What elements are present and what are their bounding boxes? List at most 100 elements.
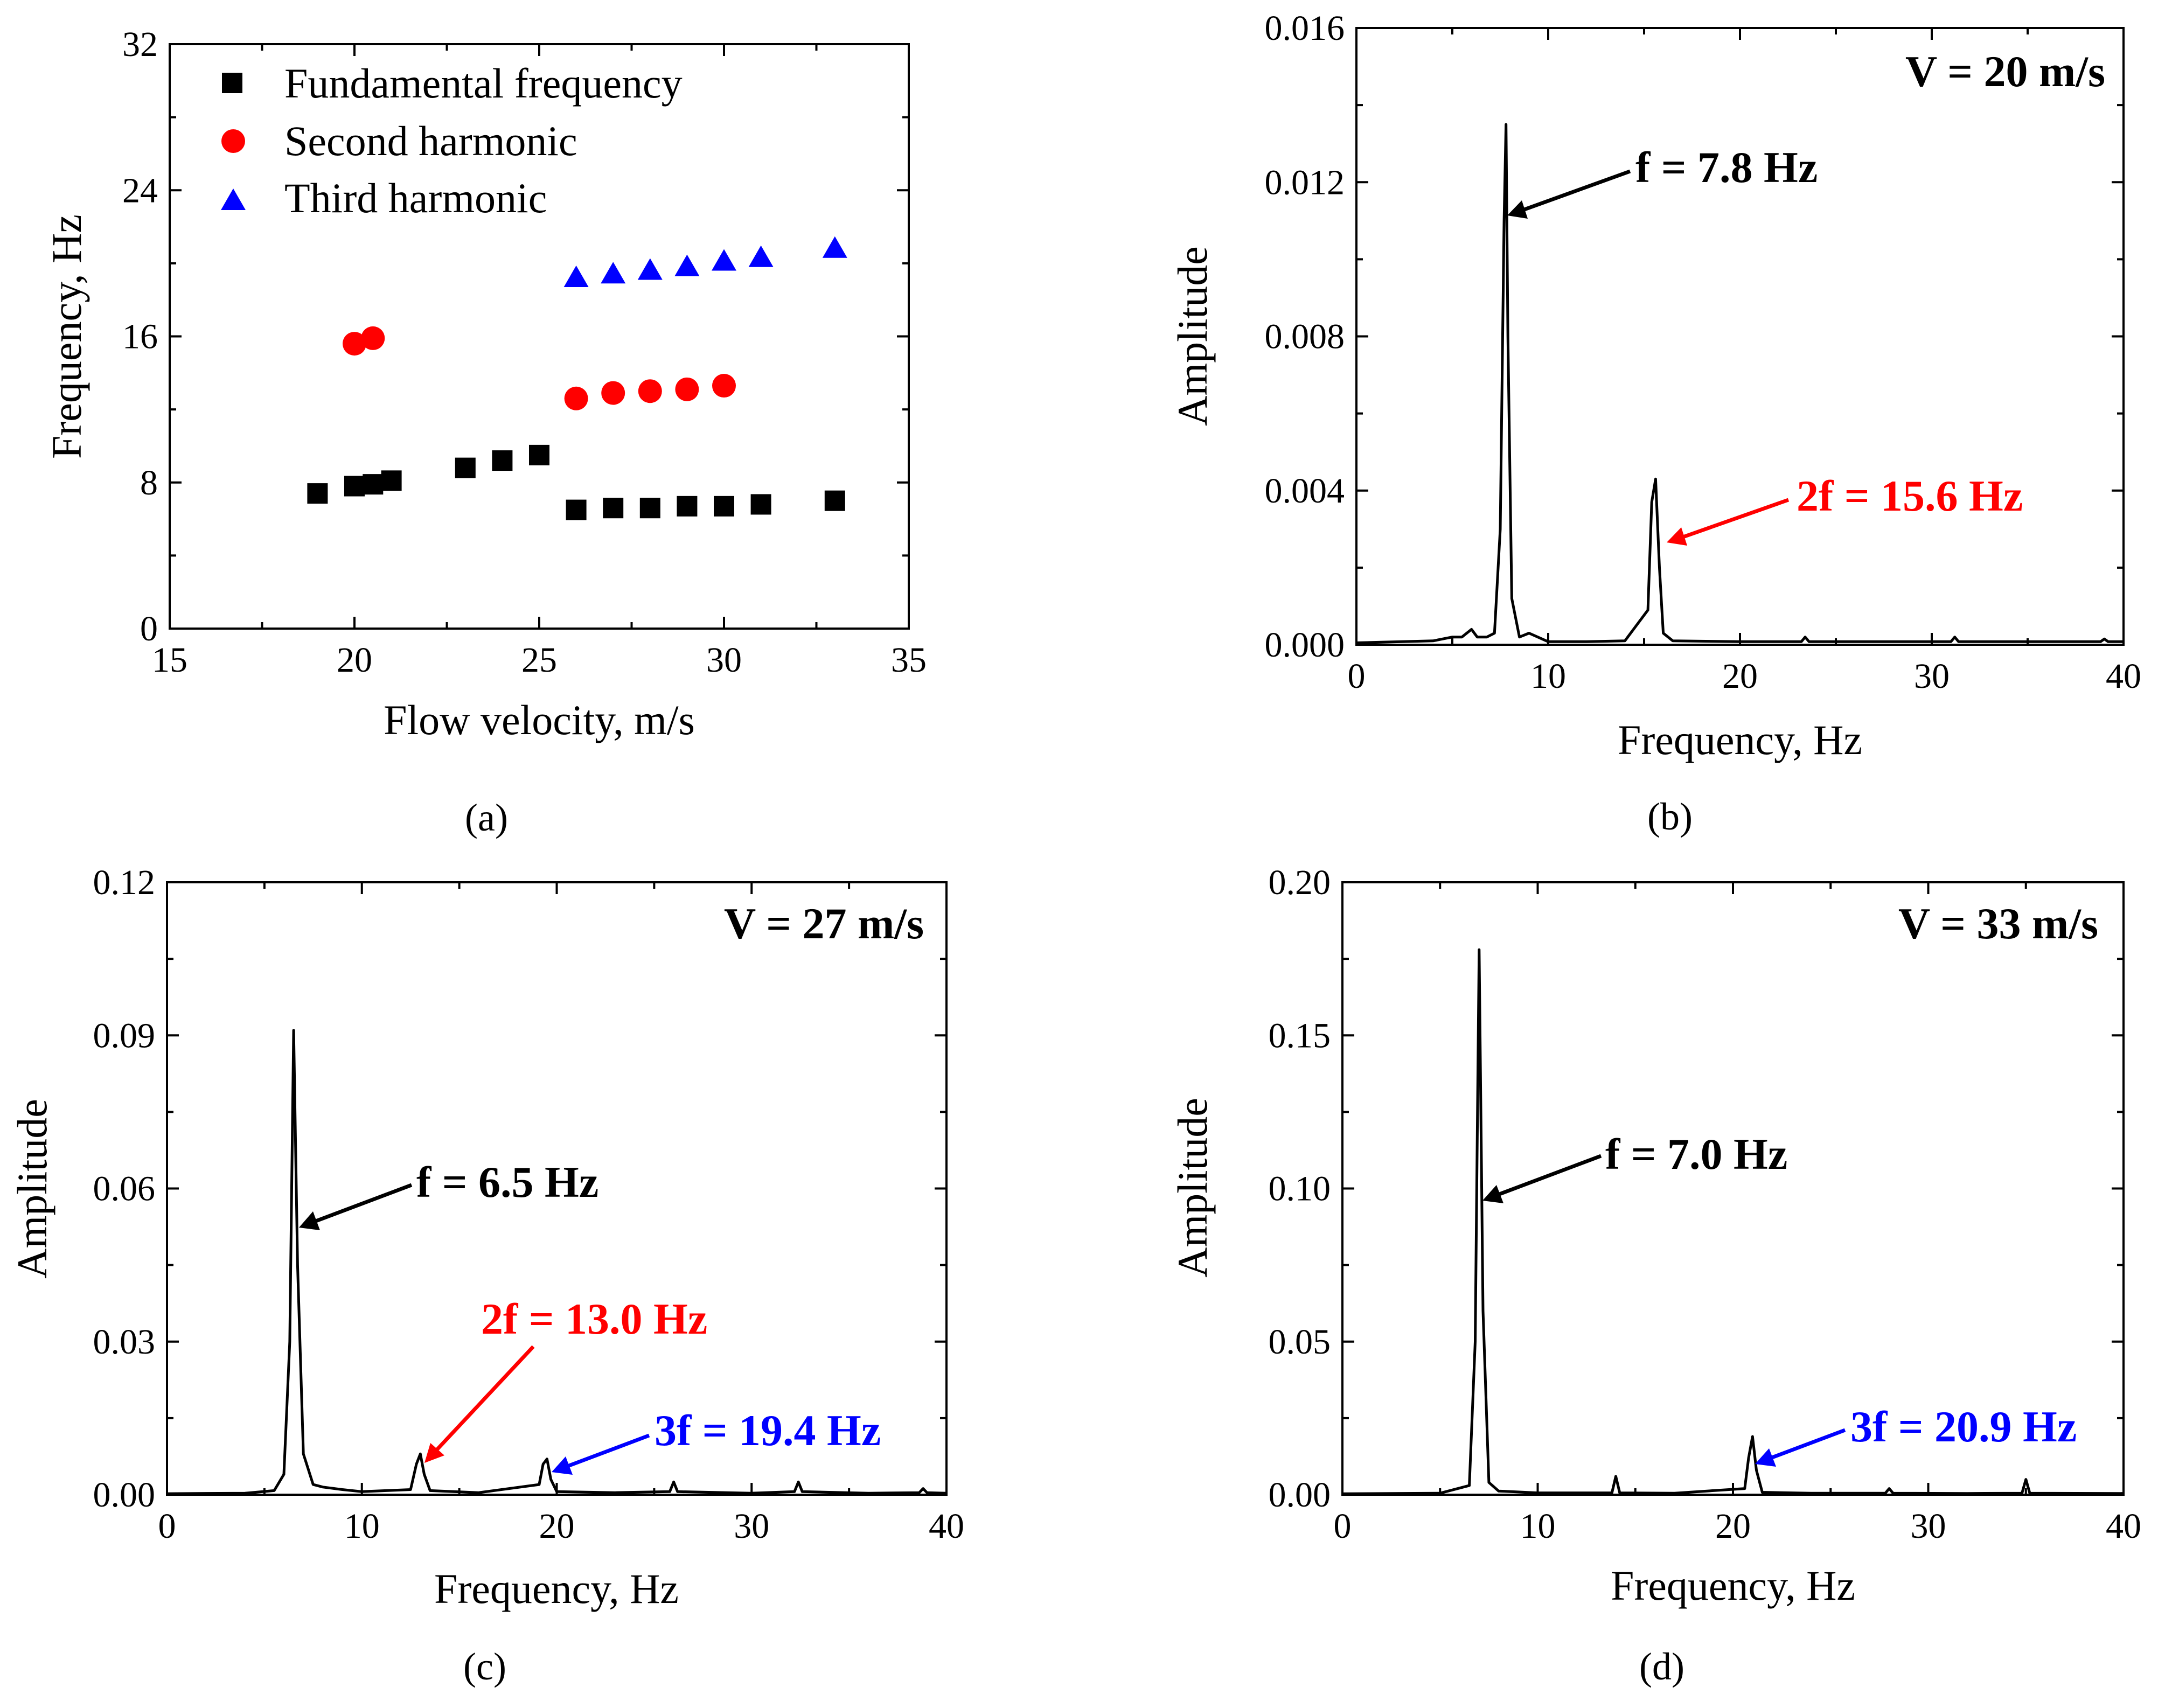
x-tick-label: 10 [1530, 657, 1566, 696]
y-tick-label: 0.09 [93, 1016, 156, 1055]
legend-marker-third [221, 189, 246, 210]
data-point-fundamental [566, 499, 587, 520]
caption-b: (b) [1647, 795, 1693, 838]
y-tick-label: 0.05 [1269, 1322, 1331, 1362]
panel-c: 0 10 20 30 40 0.00 0.03 0.06 0.09 0.12 V = 27 m/s… [9, 863, 964, 1688]
spectrum-line-d [1342, 948, 2124, 1495]
tick-layer-c: 0 10 20 30 40 0.00 0.03 0.06 0.09 0.12 [93, 863, 965, 1546]
data-point-third-harmonic [822, 236, 847, 258]
x-tick-label: 0 [1348, 657, 1366, 696]
annotation-arrow-c-third [561, 1433, 650, 1470]
x-tick-label: 30 [1911, 1507, 1946, 1546]
x-tick-label: 0 [158, 1507, 176, 1546]
x-axis-label-a: Flow velocity, m/s [384, 696, 695, 743]
y-tick-label: 0.00 [1269, 1475, 1331, 1515]
tick-layer-a: 15 20 25 30 35 0 8 16 24 32 [122, 25, 927, 680]
y-tick-label: 0.06 [93, 1169, 156, 1209]
x-tick-label: 0 [1334, 1507, 1352, 1546]
data-point-third-harmonic [637, 258, 663, 280]
data-point-second-harmonic [564, 386, 588, 410]
data-point-second-harmonic [675, 377, 699, 401]
legend: Fundamental frequency Second harmonic Th… [221, 60, 683, 221]
data-point-fundamental [492, 450, 513, 471]
data-point-second-harmonic [343, 332, 366, 356]
x-tick-label: 10 [344, 1507, 380, 1546]
y-tick-label: 8 [140, 463, 158, 503]
x-axis-label-b: Frequency, Hz [1618, 716, 1862, 763]
annotation-b-fundamental: f = 7.8 Hz [1635, 143, 1818, 192]
annotation-arrow-d-fundamental [1491, 1154, 1602, 1199]
panel-a: 15 20 25 30 35 0 8 16 24 32 Fundamental frequency… [43, 25, 927, 839]
annotation-arrow-b-second [1674, 498, 1790, 542]
y-tick-label: 24 [122, 171, 158, 210]
y-tick-label: 0 [140, 609, 158, 649]
data-layer-d [1342, 948, 2124, 1495]
annotation-arrow-d-third [1764, 1428, 1846, 1462]
x-tick-label: 20 [539, 1507, 575, 1546]
data-point-second-harmonic [638, 379, 662, 403]
data-point-fundamental [529, 444, 549, 465]
x-tick-label: 30 [734, 1507, 769, 1546]
y-tick-label: 0.15 [1269, 1016, 1331, 1055]
legend-marker-second [221, 129, 245, 153]
x-tick-label: 35 [891, 640, 927, 680]
x-tick-label: 20 [337, 640, 372, 680]
y-axis-label-a: Frequency, Hz [43, 214, 90, 459]
x-tick-label: 25 [521, 640, 557, 680]
data-point-fundamental [714, 496, 734, 517]
annotation-d-fundamental: f = 7.0 Hz [1605, 1130, 1787, 1179]
annotation-c-third: 3f = 19.4 Hz [655, 1406, 881, 1455]
annotation-arrowhead-d-fundamental [1482, 1185, 1503, 1203]
data-layer-c [166, 1029, 947, 1495]
data-point-third-harmonic [748, 245, 774, 267]
x-tick-label: 30 [706, 640, 742, 680]
caption-d: (d) [1639, 1645, 1684, 1688]
y-tick-label: 0.008 [1265, 317, 1345, 357]
data-point-fundamental [750, 494, 771, 515]
y-tick-label: 0.20 [1269, 863, 1331, 902]
y-axis-label-c: Amplitude [9, 1099, 55, 1279]
data-point-fundamental [824, 490, 845, 511]
data-layer-b [1356, 123, 2124, 644]
annotation-arrow-c-fundamental [308, 1183, 413, 1226]
x-tick-label: 40 [2106, 1507, 2141, 1546]
annotation-c-fundamental: f = 6.5 Hz [416, 1158, 598, 1207]
data-point-second-harmonic [361, 326, 385, 350]
annotation-arrow-c-second [431, 1345, 535, 1456]
legend-marker-fundamental [222, 73, 242, 93]
data-point-third-harmonic [601, 262, 626, 284]
x-tick-label: 20 [1722, 657, 1758, 696]
data-point-fundamental [639, 498, 660, 519]
y-tick-label: 0.03 [93, 1322, 156, 1362]
annotation-arrowhead-d-third [1755, 1448, 1776, 1467]
data-point-fundamental [677, 496, 698, 517]
data-point-third-harmonic [674, 254, 700, 276]
x-tick-label: 10 [1520, 1507, 1556, 1546]
condition-label-b: V = 20 m/s [1905, 47, 2105, 96]
caption-a: (a) [465, 796, 508, 839]
legend-label-third: Third harmonic [284, 175, 547, 221]
data-point-fundamental [455, 457, 476, 478]
data-layer-a [307, 236, 847, 520]
annotation-arrowhead-b-fundamental [1507, 200, 1528, 219]
data-point-fundamental [307, 483, 328, 504]
data-point-fundamental [363, 474, 384, 495]
annotation-arrowhead-c-second [424, 1443, 444, 1463]
data-point-second-harmonic [601, 381, 625, 405]
annotation-c-second: 2f = 13.0 Hz [481, 1294, 707, 1343]
y-tick-label: 0.12 [93, 863, 156, 902]
x-tick-label: 15 [152, 640, 187, 680]
panel-d: 0 10 20 30 40 0.00 0.05 0.10 0.15 0.20 V = 33 m/s… [1169, 863, 2141, 1688]
y-tick-label: 16 [122, 317, 158, 357]
y-tick-label: 0.004 [1265, 471, 1345, 511]
data-point-third-harmonic [563, 266, 589, 287]
condition-label-d: V = 33 m/s [1898, 899, 2098, 948]
condition-label-c: V = 27 m/s [724, 899, 924, 948]
y-tick-label: 0.012 [1265, 163, 1345, 202]
annotation-arrowhead-b-second [1667, 527, 1687, 546]
legend-label-second: Second harmonic [284, 117, 577, 164]
y-tick-label: 0.00 [93, 1475, 156, 1515]
data-point-fundamental [381, 470, 402, 491]
tick-layer-d: 0 10 20 30 40 0.00 0.05 0.10 0.15 0.20 [1269, 863, 2142, 1546]
x-tick-label: 30 [1914, 657, 1950, 696]
